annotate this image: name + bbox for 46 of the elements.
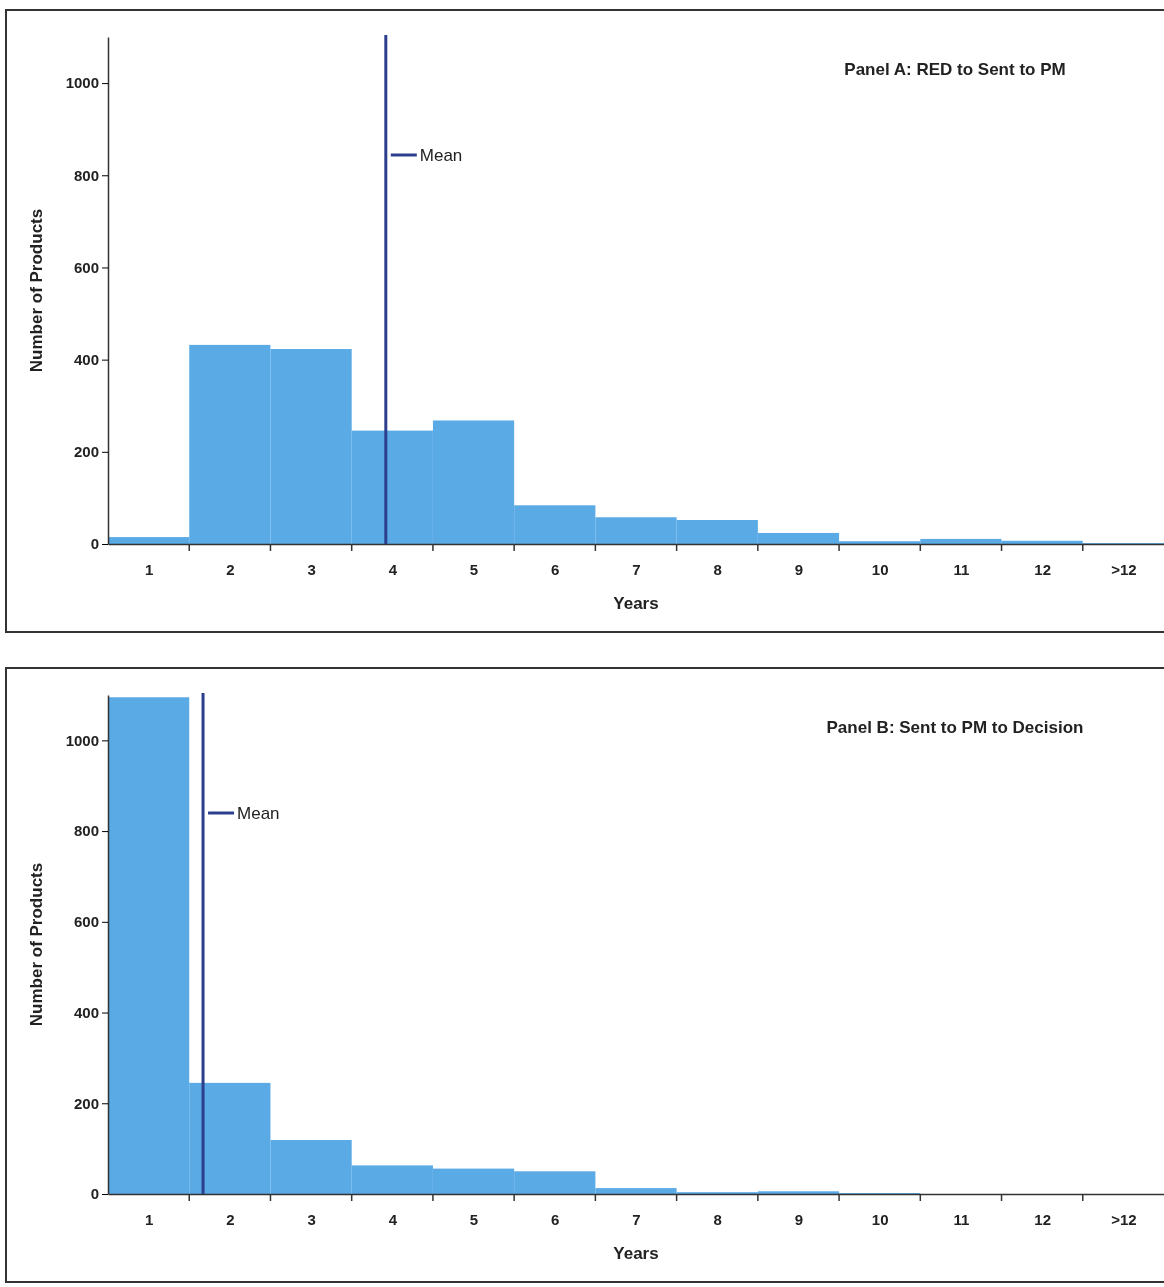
y-tick-label: 200 (73, 443, 99, 461)
y-tick-label: 400 (73, 1003, 99, 1021)
x-tick-label: 2 (226, 1210, 235, 1228)
y-axis-title: Number of Products (27, 208, 46, 373)
text: Panel B: Sent to PM to Decision (826, 718, 1084, 737)
y-tick-label: 200 (73, 1094, 99, 1112)
y-axis-title: Number of Products (27, 862, 46, 1027)
y-tick-label: 0 (90, 1185, 99, 1203)
ref-line-label: Mean (237, 804, 280, 823)
x-tick-label: 9 (794, 560, 804, 578)
x-tick-label: 9 (794, 1210, 804, 1228)
x-tick-label: 1 (144, 560, 154, 578)
x-tick-label: 10 (871, 560, 889, 578)
ref-line-label: Mean (419, 146, 463, 165)
x-tick-label: 12 (1034, 560, 1051, 578)
x-tick-label: 2 (226, 560, 235, 578)
x-tick-label: 6 (551, 1210, 560, 1228)
x-tick-label: >12 (1111, 1210, 1137, 1228)
x-tick-label: 8 (713, 560, 722, 578)
y-tick-label: 800 (73, 822, 99, 840)
x-tick-label: 5 (469, 560, 479, 578)
x-tick-label: 8 (713, 1210, 722, 1228)
y-tick-label: 0 (90, 535, 99, 553)
x-tick-label: 3 (307, 560, 316, 578)
x-tick-label: 4 (388, 560, 398, 578)
y-tick-label: 800 (73, 166, 99, 184)
x-tick-label: 10 (871, 1210, 889, 1228)
y-tick-label: 1000 (65, 731, 99, 749)
x-axis-title: Years (613, 594, 659, 613)
text: Panel A: RED to Sent to PM (844, 60, 1066, 79)
x-tick-label: 7 (632, 1210, 641, 1228)
x-tick-label: 6 (551, 560, 560, 578)
y-tick-label: 1000 (65, 74, 99, 92)
x-tick-label: >12 (1111, 560, 1137, 578)
x-tick-label: 1 (144, 1210, 154, 1228)
y-tick-label: 600 (73, 913, 99, 931)
x-tick-label: 12 (1034, 1210, 1051, 1228)
x-tick-label: 7 (632, 560, 641, 578)
x-tick-label: 11 (953, 1210, 970, 1228)
x-tick-label: 4 (388, 1210, 398, 1228)
x-axis-title: Years (613, 1244, 659, 1263)
x-tick-label: 5 (469, 1210, 479, 1228)
x-tick-label: 3 (307, 1210, 316, 1228)
y-tick-label: 600 (73, 258, 99, 276)
x-tick-label: 11 (953, 560, 970, 578)
y-tick-label: 400 (73, 350, 99, 368)
